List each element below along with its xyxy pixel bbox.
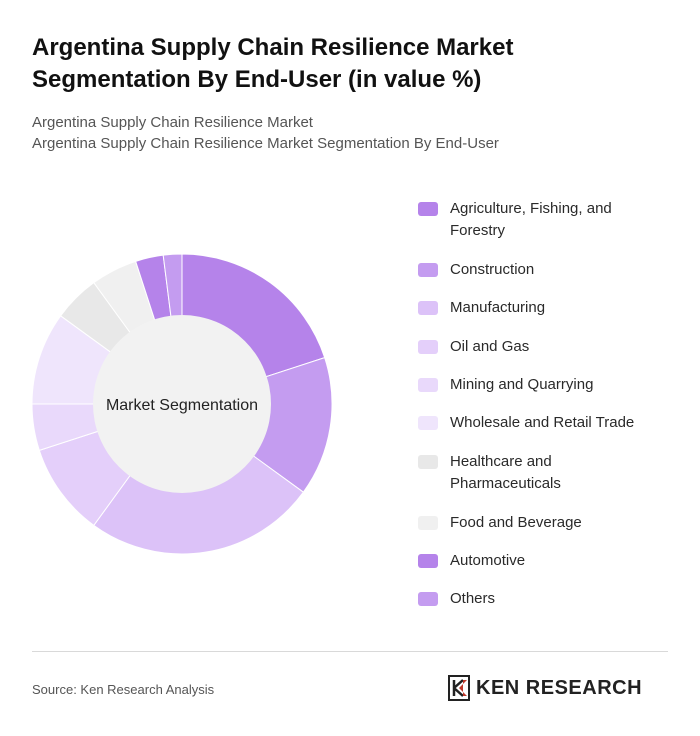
legend-item-healthcare-and-pharmaceuticals: Healthcare and Pharmaceuticals bbox=[418, 451, 678, 495]
legend-swatch bbox=[418, 301, 438, 315]
footer-divider bbox=[32, 651, 668, 652]
legend-item-others: Others bbox=[418, 588, 678, 610]
chart-subtitle-market: Argentina Supply Chain Resilience Market bbox=[32, 114, 313, 131]
legend-swatch bbox=[418, 592, 438, 606]
legend-swatch bbox=[418, 202, 438, 216]
ken-research-logo: KEN RESEARCH bbox=[448, 674, 642, 702]
legend-swatch bbox=[418, 378, 438, 392]
legend-label: Oil and Gas bbox=[450, 338, 530, 355]
legend-item-oil-and-gas: Oil and Gas bbox=[418, 336, 678, 358]
legend-item-manufacturing: Manufacturing bbox=[418, 297, 678, 319]
ken-research-logo-text: KEN RESEARCH bbox=[476, 676, 643, 699]
donut-chart-svg: Market Segmentation bbox=[31, 253, 333, 555]
legend-item-agriculture-fishing-and-forestry: Agriculture, Fishing, and Forestry bbox=[418, 198, 678, 242]
legend-label: Agriculture, Fishing, and Forestry bbox=[450, 200, 612, 239]
legend-item-automotive: Automotive bbox=[418, 550, 678, 572]
legend-label: Automotive bbox=[450, 552, 526, 569]
legend-swatch bbox=[418, 416, 438, 430]
legend-label: Healthcare and Pharmaceuticals bbox=[450, 453, 561, 492]
donut-center bbox=[93, 315, 271, 493]
legend-swatch bbox=[418, 263, 438, 277]
legend-swatch bbox=[418, 455, 438, 469]
legend-label: Construction bbox=[450, 261, 535, 278]
chart-title: Argentina Supply Chain Resilience Market… bbox=[32, 34, 514, 93]
legend-label: Food and Beverage bbox=[450, 514, 582, 531]
donut-chart: Market Segmentation bbox=[30, 252, 334, 556]
legend-swatch bbox=[418, 340, 438, 354]
legend-item-wholesale-and-retail-trade: Wholesale and Retail Trade bbox=[418, 412, 678, 434]
legend-label: Others bbox=[450, 590, 496, 607]
legend-item-mining-and-quarrying: Mining and Quarrying bbox=[418, 374, 678, 396]
legend-item-construction: Construction bbox=[418, 259, 678, 281]
legend-label: Mining and Quarrying bbox=[450, 376, 594, 393]
chart-subtitle-segmentation: Argentina Supply Chain Resilience Market… bbox=[32, 135, 499, 152]
legend-swatch bbox=[418, 554, 438, 568]
legend-item-food-and-beverage: Food and Beverage bbox=[418, 512, 678, 534]
ken-research-logo-icon bbox=[448, 675, 470, 701]
legend-label: Wholesale and Retail Trade bbox=[450, 414, 635, 431]
legend-label: Manufacturing bbox=[450, 299, 546, 316]
source-note: Source: Ken Research Analysis bbox=[32, 682, 215, 697]
donut-center-label: Market Segmentation bbox=[106, 397, 258, 414]
legend-swatch bbox=[418, 516, 438, 530]
